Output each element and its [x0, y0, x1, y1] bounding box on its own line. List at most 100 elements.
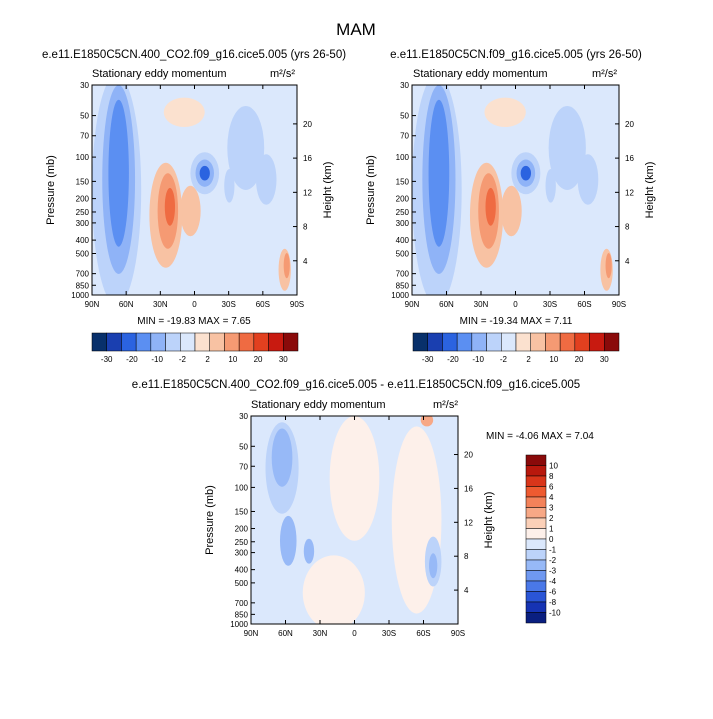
y-right-tick-label: 4: [303, 257, 308, 266]
panel-3-stats: MIN = -4.06 MAX = 7.04: [486, 431, 594, 442]
colorbar-swatch: [525, 538, 547, 550]
y-tick-label: 250: [76, 208, 90, 217]
y-tick-label: 400: [396, 236, 410, 245]
y-tick-label: 100: [235, 483, 249, 492]
y-tick-label: 400: [76, 236, 90, 245]
contour-region: [428, 99, 450, 247]
colorbar-swatch: [501, 332, 517, 352]
x-tick-label: 90N: [405, 300, 420, 309]
y-tick-label: 100: [396, 153, 410, 162]
contour-region: [180, 185, 201, 237]
contour-region: [605, 253, 612, 279]
y-right-tick-label: 12: [303, 188, 312, 197]
colorbar-label: 20: [575, 355, 584, 364]
x-tick-label: 60N: [278, 629, 293, 638]
colorbar-swatch: [268, 332, 284, 352]
y-tick-label: 30: [239, 412, 248, 421]
y-tick-label: 50: [80, 112, 89, 121]
contour-region: [163, 97, 205, 128]
y-tick-label: 700: [235, 599, 249, 608]
contour-region: [485, 187, 496, 226]
y-tick-label: 200: [76, 195, 90, 204]
colorbar-label: -8: [549, 598, 557, 607]
panel-3-plot: 90N 60N 30N 0 30S 60S 90S 30 50 70 100 150 200 250 300…: [204, 412, 495, 638]
y-right-tick-label: 20: [303, 120, 312, 129]
x-tick-label: 90S: [451, 629, 465, 638]
y-tick-label: 250: [396, 208, 410, 217]
y-tick-label: 200: [235, 525, 249, 534]
x-tick-label: 30S: [222, 300, 236, 309]
contour-region: [545, 169, 556, 203]
colorbar-label: -30: [101, 355, 113, 364]
contour-region: [108, 99, 129, 247]
colorbar-swatch: [253, 332, 269, 352]
contour-region: [548, 106, 586, 190]
contour-region: [227, 106, 265, 190]
colorbar-swatch: [283, 332, 299, 352]
x-tick-label: 60S: [416, 629, 430, 638]
colorbar-swatch: [238, 332, 255, 352]
panel-3-units: m²/s²: [433, 399, 458, 411]
y-right-axis-label: Height (km): [483, 492, 495, 549]
x-tick-label: 30N: [153, 300, 168, 309]
colorbar-label: 1: [549, 525, 554, 534]
colorbar-label: 8: [549, 472, 554, 481]
panel-2-stats: MIN = -19.34 MAX = 7.11: [460, 316, 573, 327]
colorbar-label: -30: [422, 355, 434, 364]
figure-title: MAM: [336, 20, 376, 39]
contour-region: [279, 515, 297, 566]
y-tick-label: 1000: [391, 291, 409, 300]
colorbar-swatch: [194, 332, 210, 352]
colorbar-swatch: [471, 332, 487, 352]
y-tick-label: 30: [80, 81, 89, 90]
y-right-tick-label: 12: [464, 518, 473, 527]
y-right-axis-label: Height (km): [644, 162, 656, 219]
colorbar-swatch: [91, 332, 107, 352]
y-tick-label: 100: [76, 153, 90, 162]
colorbar-label: -3: [549, 567, 557, 576]
contour-region: [302, 555, 365, 624]
colorbar-swatch: [525, 465, 547, 477]
colorbar-swatch: [525, 601, 547, 613]
colorbar-label: 4: [549, 493, 554, 502]
colorbar-label: -20: [126, 355, 138, 364]
y-tick-label: 250: [235, 538, 249, 547]
y-tick-label: 200: [396, 195, 410, 204]
y-tick-label: 50: [400, 112, 409, 121]
y-right-tick-label: 8: [625, 223, 630, 232]
y-tick-label: 70: [239, 462, 248, 471]
panel-1-units: m²/s²: [270, 68, 295, 80]
y-right-tick-label: 16: [303, 154, 312, 163]
y-right-tick-label: 16: [464, 484, 473, 493]
x-tick-label: 0: [192, 300, 197, 309]
y-tick-label: 850: [76, 281, 90, 290]
colorbar-swatch: [525, 496, 547, 508]
y-axis-label: Pressure (mb): [45, 155, 57, 225]
colorbar-label: -2: [500, 355, 508, 364]
contour-region: [577, 154, 599, 205]
contour-region: [199, 165, 210, 181]
x-tick-label: 90S: [290, 300, 304, 309]
contour-region: [303, 538, 315, 564]
y-right-tick-label: 8: [303, 223, 308, 232]
contour-region: [484, 97, 526, 128]
colorbar-swatch: [530, 332, 546, 352]
y-right-tick-label: 16: [625, 154, 634, 163]
y-tick-label: 150: [396, 177, 410, 186]
colorbar-swatch: [574, 332, 590, 352]
panel-1-plot: 90N 60N 30N 0 30S 60S 90S 30 50 70 100 150 200 250 300…: [45, 81, 334, 309]
panel-1-colorbar: -30 -20 -10 -2 2 10 20 30: [91, 332, 299, 364]
y-tick-label: 500: [235, 579, 249, 588]
x-tick-label: 30S: [382, 629, 396, 638]
colorbar-swatch: [456, 332, 473, 352]
x-tick-label: 90S: [612, 300, 626, 309]
y-tick-label: 300: [396, 219, 410, 228]
contour-region: [501, 185, 522, 237]
panel-1-stats: MIN = -19.83 MAX = 7.65: [137, 316, 251, 327]
y-tick-label: 50: [239, 442, 248, 451]
x-tick-label: 60S: [256, 300, 270, 309]
y-right-tick-label: 20: [464, 451, 473, 460]
panel-2-units: m²/s²: [592, 68, 617, 80]
colorbar-swatch: [427, 332, 443, 352]
